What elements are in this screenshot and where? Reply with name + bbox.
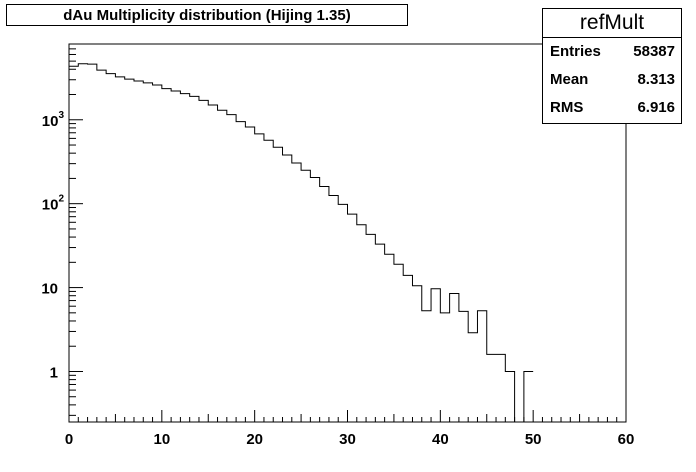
y-tick-label: 102 (42, 194, 65, 214)
x-tick-label: 10 (153, 431, 170, 448)
stats-label: RMS (550, 99, 584, 116)
histogram-title: dAu Multiplicity distribution (Hijing 1.… (6, 4, 408, 26)
stats-name: refMult (543, 9, 681, 38)
y-axis-ticks (69, 43, 83, 416)
stats-row-rms: RMS 6.916 (543, 94, 681, 122)
stats-value: 58387 (633, 43, 675, 60)
x-tick-label: 20 (246, 431, 263, 448)
x-tick-label: 0 (65, 431, 73, 448)
stats-row-mean: Mean 8.313 (543, 66, 681, 94)
x-axis-tick-labels: 0 10 20 30 40 50 60 (65, 431, 635, 448)
stats-box: refMult Entries 58387 Mean 8.313 RMS 6.9… (542, 8, 682, 124)
stats-label: Mean (550, 71, 589, 88)
x-axis-ticks (68, 410, 627, 422)
stats-row-entries: Entries 58387 (543, 38, 681, 66)
x-tick-label: 30 (339, 431, 356, 448)
y-tick-label: 103 (42, 110, 65, 130)
stats-value: 6.916 (637, 99, 675, 116)
stats-label: Entries (550, 43, 601, 60)
y-tick-label: 1 (50, 364, 58, 381)
x-tick-label: 40 (432, 431, 449, 448)
stats-value: 8.313 (637, 71, 675, 88)
x-tick-label: 50 (525, 431, 542, 448)
y-tick-label: 10 (41, 281, 58, 298)
histogram-line (69, 63, 534, 423)
histogram-title-text: dAu Multiplicity distribution (Hijing 1.… (63, 6, 351, 24)
x-tick-label: 60 (618, 431, 635, 448)
